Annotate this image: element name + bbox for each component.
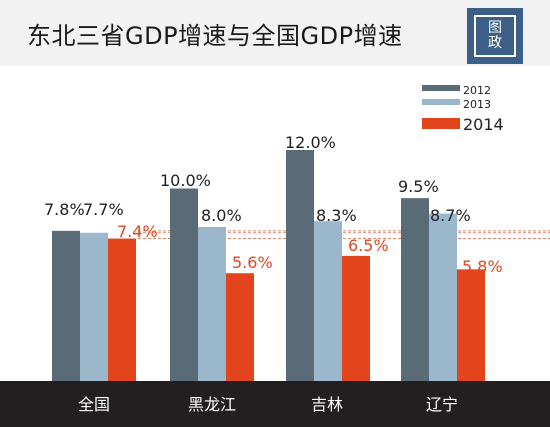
bar-2013-0 xyxy=(80,232,108,381)
legend-label-2014: 2014 xyxy=(463,115,504,134)
legend-label-2013: 2013 xyxy=(463,98,491,111)
publisher-logo: 图 政 xyxy=(467,8,523,64)
bar-2014-1 xyxy=(226,273,254,381)
bar-2013-1 xyxy=(198,227,226,381)
category-label-3: 辽宁 xyxy=(426,395,458,414)
value-label-2012-3: 9.5% xyxy=(398,177,439,196)
value-label-2014-2: 6.5% xyxy=(348,236,389,255)
value-label-2012-2: 12.0% xyxy=(285,133,336,152)
x-axis-band xyxy=(0,381,550,427)
value-label-2013-1: 8.0% xyxy=(201,206,242,225)
bar-2014-3 xyxy=(457,269,485,381)
value-label-2014-1: 5.6% xyxy=(232,253,273,272)
bar-2012-2 xyxy=(286,150,314,381)
value-label-2013-2: 8.3% xyxy=(316,206,357,225)
bar-2014-2 xyxy=(342,255,370,381)
logo-char-bottom: 政 xyxy=(488,35,502,51)
value-label-2012-0: 7.8% xyxy=(44,200,85,219)
value-label-2014-0: 7.4% xyxy=(117,222,158,241)
bar-2012-1 xyxy=(170,188,198,381)
legend-swatch-2012 xyxy=(422,85,460,91)
category-label-0: 全国 xyxy=(78,395,110,414)
bar-2013-3 xyxy=(429,213,457,381)
bar-2012-0 xyxy=(52,230,80,381)
value-label-2013-3: 8.7% xyxy=(430,206,471,225)
category-label-2: 吉林 xyxy=(311,395,343,414)
legend-swatch-2014 xyxy=(422,118,460,129)
value-label-2014-3: 5.8% xyxy=(462,257,503,276)
bar-2014-0 xyxy=(108,238,136,381)
legend-label-2012: 2012 xyxy=(463,84,491,97)
logo-mark: 图 政 xyxy=(474,15,516,57)
category-label-1: 黑龙江 xyxy=(188,395,236,414)
bar-2013-2 xyxy=(314,221,342,381)
chart-header: 东北三省GDP增速与全国GDP增速 图 政 xyxy=(0,0,550,66)
legend-swatch-2013 xyxy=(422,99,460,105)
value-label-2012-1: 10.0% xyxy=(160,171,211,190)
chart-title: 东北三省GDP增速与全国GDP增速 xyxy=(27,22,403,50)
value-label-2013-0: 7.7% xyxy=(83,200,124,219)
bar-2012-3 xyxy=(401,198,429,381)
logo-char-top: 图 xyxy=(488,20,502,36)
